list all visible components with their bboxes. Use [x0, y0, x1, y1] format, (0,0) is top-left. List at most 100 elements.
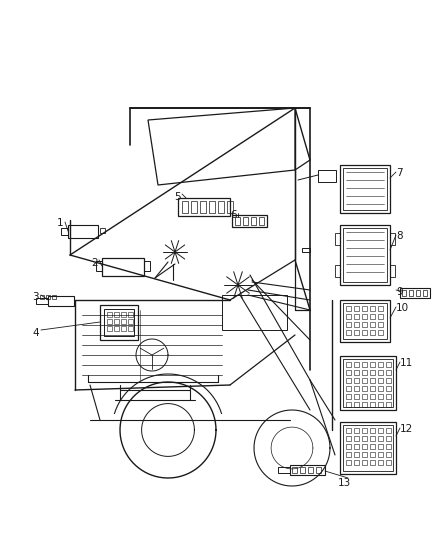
Bar: [378, 460, 383, 465]
Bar: [340, 300, 390, 342]
Bar: [346, 362, 351, 367]
Bar: [128, 312, 133, 317]
Bar: [346, 330, 351, 335]
Bar: [346, 452, 351, 457]
Bar: [378, 444, 383, 449]
Bar: [354, 330, 359, 335]
Bar: [218, 201, 224, 213]
Bar: [209, 201, 215, 213]
Bar: [40, 295, 44, 299]
Bar: [354, 452, 359, 457]
Bar: [182, 201, 188, 213]
Bar: [370, 394, 375, 399]
Bar: [386, 460, 391, 465]
Text: 4: 4: [32, 328, 39, 338]
Bar: [278, 467, 290, 473]
Bar: [362, 436, 367, 441]
Bar: [346, 370, 351, 375]
Bar: [370, 460, 375, 465]
Bar: [346, 460, 351, 465]
Bar: [346, 428, 351, 433]
Bar: [354, 436, 359, 441]
Bar: [378, 362, 383, 367]
Bar: [386, 378, 391, 383]
Bar: [386, 452, 391, 457]
Bar: [346, 378, 351, 383]
Bar: [346, 444, 351, 449]
Bar: [378, 314, 383, 319]
Bar: [346, 322, 351, 327]
Bar: [36, 298, 48, 304]
Bar: [390, 233, 395, 245]
Bar: [362, 322, 367, 327]
Bar: [362, 330, 367, 335]
Text: 5: 5: [174, 192, 180, 202]
Bar: [362, 314, 367, 319]
Bar: [346, 306, 351, 311]
Bar: [370, 444, 375, 449]
Bar: [354, 444, 359, 449]
Bar: [308, 467, 313, 473]
Bar: [52, 295, 56, 299]
Bar: [100, 305, 138, 340]
Bar: [370, 378, 375, 383]
Bar: [354, 370, 359, 375]
Bar: [340, 356, 396, 410]
Bar: [378, 452, 383, 457]
Bar: [121, 319, 126, 324]
Bar: [292, 467, 297, 473]
Bar: [370, 362, 375, 367]
Text: 8: 8: [396, 231, 403, 241]
Bar: [362, 460, 367, 465]
Bar: [232, 215, 267, 227]
Bar: [386, 444, 391, 449]
Bar: [370, 428, 375, 433]
Bar: [104, 309, 134, 336]
Bar: [400, 288, 430, 298]
Bar: [340, 165, 390, 213]
Bar: [378, 394, 383, 399]
Bar: [96, 261, 102, 271]
Bar: [386, 436, 391, 441]
Bar: [235, 217, 240, 225]
Bar: [386, 394, 391, 399]
Bar: [362, 428, 367, 433]
Bar: [362, 362, 367, 367]
Bar: [121, 326, 126, 331]
Bar: [200, 201, 206, 213]
Bar: [128, 319, 133, 324]
Bar: [378, 322, 383, 327]
Bar: [259, 217, 264, 225]
Bar: [370, 452, 375, 457]
Bar: [343, 228, 387, 282]
Text: 6: 6: [230, 210, 237, 220]
Bar: [378, 386, 383, 391]
Bar: [370, 306, 375, 311]
Bar: [178, 198, 230, 216]
Bar: [343, 359, 393, 407]
Text: 2: 2: [91, 258, 98, 268]
Bar: [402, 290, 406, 296]
Text: 12: 12: [400, 424, 413, 434]
Bar: [107, 319, 112, 324]
Bar: [102, 258, 144, 276]
Bar: [346, 402, 351, 407]
Bar: [222, 295, 287, 330]
Bar: [409, 290, 413, 296]
Bar: [340, 422, 396, 474]
Bar: [107, 326, 112, 331]
Bar: [362, 444, 367, 449]
Bar: [354, 394, 359, 399]
Bar: [354, 362, 359, 367]
Bar: [46, 295, 50, 299]
Bar: [346, 394, 351, 399]
Bar: [354, 428, 359, 433]
Bar: [61, 228, 68, 235]
Bar: [354, 378, 359, 383]
Bar: [114, 326, 119, 331]
Bar: [114, 319, 119, 324]
Bar: [354, 386, 359, 391]
Bar: [121, 312, 126, 317]
Bar: [243, 217, 248, 225]
Bar: [335, 265, 340, 277]
